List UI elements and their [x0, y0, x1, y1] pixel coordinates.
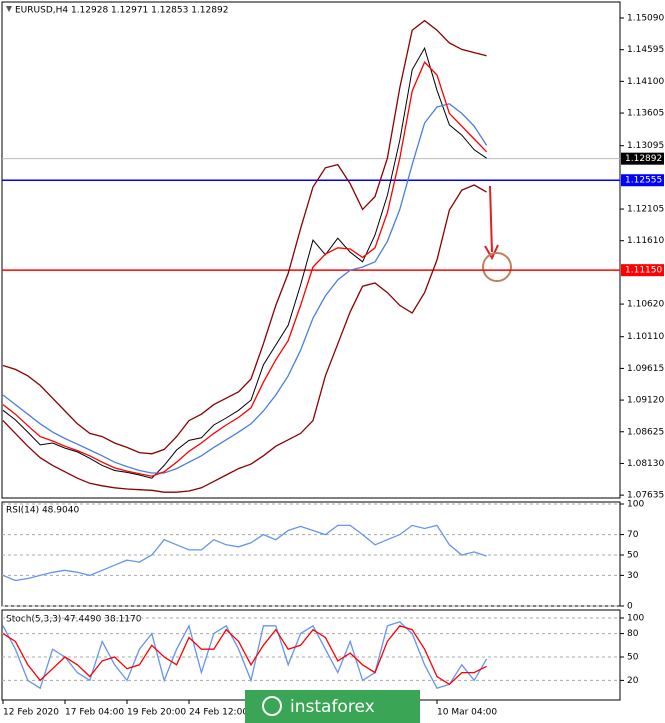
y-tick-label: 1.14595: [627, 45, 664, 55]
level-label-box: [621, 264, 664, 277]
series-line: [2, 61, 488, 477]
stoch-title: Stoch(5,3,3) 47.4490 38.1170: [6, 615, 142, 625]
arrow-head: [484, 244, 499, 261]
level-label: 1.11150: [625, 266, 662, 276]
y-tick-label: 1.14100: [627, 77, 664, 87]
y-tick-label: 1.12105: [627, 205, 664, 215]
series-line: [2, 19, 487, 455]
level-label: 1.12555: [625, 176, 662, 186]
y-tick-label: 1.13095: [627, 141, 664, 151]
series-line: [2, 184, 487, 493]
x-tick-label: 10 Mar 04:00: [437, 708, 497, 718]
price-label: 1.12892: [625, 154, 662, 164]
y-tick-label: 1.09615: [627, 364, 664, 374]
y-tick-label: 80: [627, 629, 639, 639]
y-tick-label: 100: [627, 614, 644, 624]
series-line: [2, 46, 487, 479]
x-tick-label: 24 Feb 12:00: [189, 708, 248, 718]
y-tick-label: 1.08625: [627, 427, 664, 437]
x-tick-label: 19 Feb 20:00: [127, 708, 186, 718]
price-panel: [1, 1, 621, 499]
y-tick-label: 1.11610: [627, 236, 664, 246]
y-tick-label: 30: [627, 571, 639, 581]
y-tick-label: 1.09120: [627, 396, 664, 406]
watermark-text: instaforex: [290, 697, 375, 717]
series-line: [2, 103, 488, 474]
price-title: EURUSD,H4 1.12928 1.12971 1.12853 1.1289…: [15, 6, 228, 16]
series-line: [2, 524, 487, 582]
x-tick-label: 12 Feb 2020: [3, 708, 59, 718]
y-tick-label: 1.15090: [627, 14, 664, 24]
y-tick-label: 50: [627, 551, 639, 561]
y-tick-label: 1.08130: [627, 459, 664, 469]
y-tick-label: 20: [627, 676, 639, 686]
y-tick-label: 1.13605: [627, 109, 664, 119]
series-line: [2, 625, 487, 686]
y-tick-label: 1.10110: [627, 332, 664, 342]
watermark-bg: [245, 690, 420, 723]
y-tick-label: 1.10620: [627, 300, 664, 310]
target-circle: [482, 252, 512, 282]
y-tick-label: 70: [627, 530, 639, 540]
rsi-title: RSI(14) 48.9040: [6, 506, 79, 516]
y-tick-label: 100: [627, 500, 644, 510]
x-tick-label: 17 Feb 04:00: [65, 708, 124, 718]
arrow-line: [489, 185, 493, 253]
level-label-box: [621, 174, 664, 187]
y-tick-label: 1.07635: [627, 491, 664, 501]
price-label-box: [621, 152, 664, 165]
watermark: instaforex: [245, 690, 420, 723]
y-tick-label: 0: [627, 602, 633, 612]
symbol-icon: [6, 6, 12, 12]
y-tick-label: 50: [627, 653, 639, 663]
watermark-icon: [262, 696, 282, 716]
